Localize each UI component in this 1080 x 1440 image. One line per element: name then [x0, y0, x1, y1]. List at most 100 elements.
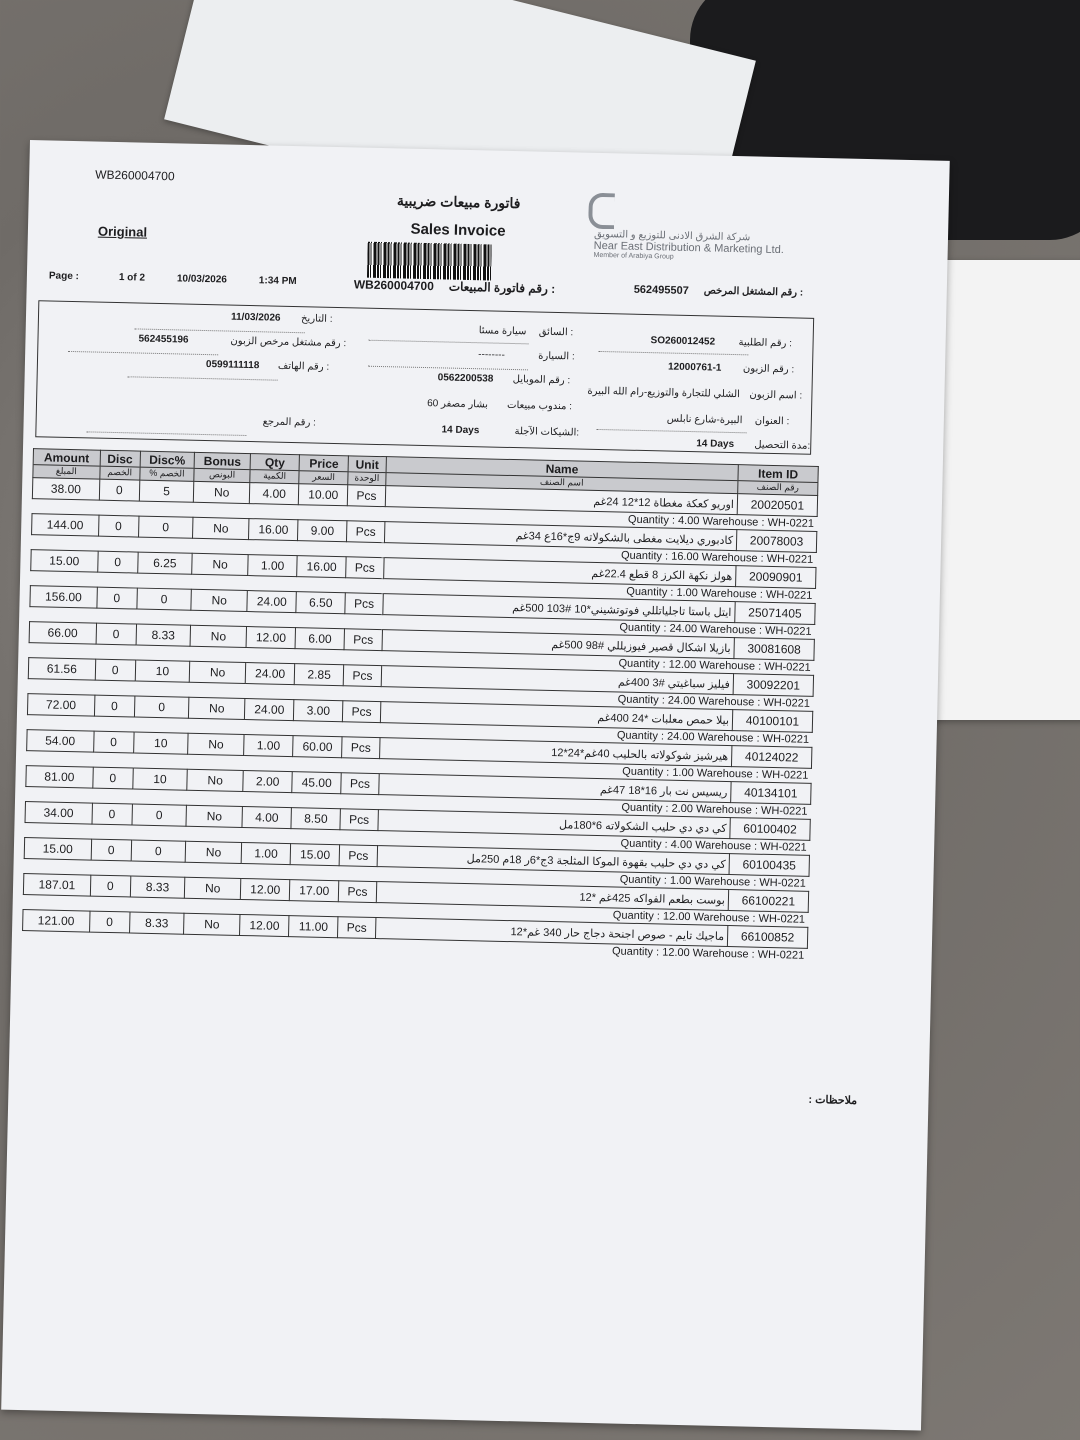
page-label: Page :: [48, 270, 80, 283]
title-arabic: فاتورة مبيعات ضريبية: [396, 192, 521, 212]
cell-amount: 121.00: [22, 909, 90, 933]
cell-unit: Pcs: [339, 844, 378, 867]
cell-bonus: No: [186, 769, 244, 792]
mobile-label: رقم الموبايل :: [512, 374, 571, 387]
cell-disc: 0: [91, 803, 133, 825]
cell-qty: 1.00: [241, 842, 291, 865]
cell-qty: 4.00: [249, 482, 299, 505]
cell-disc-pct: 8.33: [130, 875, 185, 899]
copy-label: Original: [97, 223, 148, 240]
cell-amount: 61.56: [28, 657, 96, 681]
address: البيرة-شارع نابلس: [666, 413, 743, 427]
cell-item-id: 66100221: [728, 889, 809, 913]
cell-disc-pct: 0: [138, 516, 194, 539]
column-header-en: Qty: [264, 455, 286, 470]
cell-item-id: 60100402: [729, 817, 811, 841]
column-header-en: Name: [545, 461, 579, 477]
collection-period: 14 Days: [696, 438, 735, 451]
collection-label: مدة التحصيل:: [754, 439, 811, 452]
driver: سيارة مسئا: [478, 325, 527, 338]
cell-amount: 38.00: [32, 477, 100, 501]
cell-bonus: No: [190, 589, 248, 612]
cell-price: 9.00: [297, 519, 348, 542]
licensed-number-label: رقم المشتغل المرخص :: [703, 285, 804, 299]
cell-qty: 12.00: [246, 626, 296, 649]
cell-price: 60.00: [292, 735, 343, 758]
cell-amount: 54.00: [26, 729, 94, 753]
column-header: Disc الخصم: [99, 450, 141, 481]
column-header-ar: الوحدة: [348, 471, 386, 485]
cell-item-id: 20090901: [735, 565, 817, 589]
cell-item-id: 25071405: [734, 601, 816, 625]
cell-item-id: 66100852: [727, 925, 808, 949]
column-header-en: Amount: [43, 450, 90, 466]
column-header: Qty الكمية: [249, 453, 300, 484]
cell-unit: Pcs: [347, 484, 386, 507]
cell-disc-pct: 0: [130, 839, 186, 863]
address-label: العنوان :: [754, 415, 790, 428]
cell-price: 15.00: [290, 843, 340, 866]
cell-disc-pct: 5: [139, 480, 194, 503]
cell-amount: 156.00: [29, 585, 97, 609]
invoice-date: 11/03/2026: [230, 311, 281, 324]
cell-unit: Pcs: [338, 880, 377, 903]
column-header-en: Disc: [107, 451, 133, 467]
column-header: Disc%% الخصم: [139, 451, 195, 482]
cell-unit: Pcs: [345, 556, 384, 579]
sales-rep: بشار مصفر 60: [426, 398, 489, 411]
print-time: 1:34 PM: [258, 275, 297, 288]
cell-item-id: 30081608: [733, 637, 815, 661]
cell-amount: 72.00: [27, 693, 95, 717]
logo-icon: [588, 192, 615, 230]
customer-license: 562455196: [138, 333, 189, 346]
document-number: WB260004700: [95, 167, 175, 184]
column-header: Unit الوحدة: [348, 455, 387, 486]
cell-unit: Pcs: [341, 736, 380, 759]
cell-disc-pct: 8.33: [135, 624, 191, 647]
deferred-cheques-label: الشيكات الآجلة:: [514, 426, 580, 439]
cell-price: 16.00: [296, 555, 347, 578]
cell-price: 45.00: [291, 771, 342, 794]
sales-rep-label: مندوب مبيعات :: [506, 399, 573, 413]
reference-label: رقم المرجع :: [262, 416, 317, 429]
print-date: 10/03/2026: [176, 273, 228, 286]
cell-bonus: No: [184, 877, 241, 900]
phone: 0599111118: [205, 359, 260, 372]
column-header: Price السعر: [298, 454, 349, 485]
cell-disc-pct: 10: [135, 660, 190, 683]
cell-price: 6.50: [296, 591, 346, 614]
invoice-date-label: التاريخ :: [300, 313, 333, 325]
cell-qty: 24.00: [245, 662, 295, 685]
column-header: Bonus البونص: [193, 452, 251, 483]
cell-disc: 0: [98, 479, 140, 502]
cell-unit: Pcs: [344, 628, 383, 651]
cell-item-id: 60100435: [728, 853, 810, 877]
cell-qty: 24.00: [244, 698, 295, 721]
cell-amount: 15.00: [24, 837, 92, 861]
cell-price: 11.00: [288, 915, 339, 938]
cell-unit: Pcs: [340, 772, 379, 795]
cell-price: 6.00: [295, 627, 345, 650]
cell-disc: 0: [89, 911, 130, 933]
cell-qty: 12.00: [239, 914, 290, 937]
invoice-number-label: رقم فاتورة المبيعات :: [448, 279, 556, 296]
cell-disc: 0: [95, 623, 137, 646]
order-no: SO260012452: [650, 335, 716, 348]
cell-unit: Pcs: [337, 916, 376, 939]
order-no-label: رقم الطلبية :: [738, 337, 793, 350]
cell-bonus: No: [190, 625, 247, 648]
cell-bonus: No: [193, 481, 250, 504]
column-header-ar: رقم الصنف: [738, 480, 818, 494]
cell-disc-pct: 10: [133, 732, 189, 755]
cell-disc: 0: [90, 839, 132, 861]
cell-amount: 15.00: [30, 549, 98, 573]
cell-disc: 0: [94, 695, 135, 718]
cell-unit: Pcs: [345, 592, 384, 615]
cell-qty: 2.00: [242, 770, 293, 793]
licensed-number: 562495507: [633, 283, 689, 297]
cell-disc: 0: [94, 659, 136, 682]
column-header-en: Disc%: [149, 452, 186, 468]
column-header-ar: الخصم: [99, 465, 140, 479]
cell-bonus: No: [191, 553, 249, 576]
cell-unit: Pcs: [340, 808, 379, 831]
